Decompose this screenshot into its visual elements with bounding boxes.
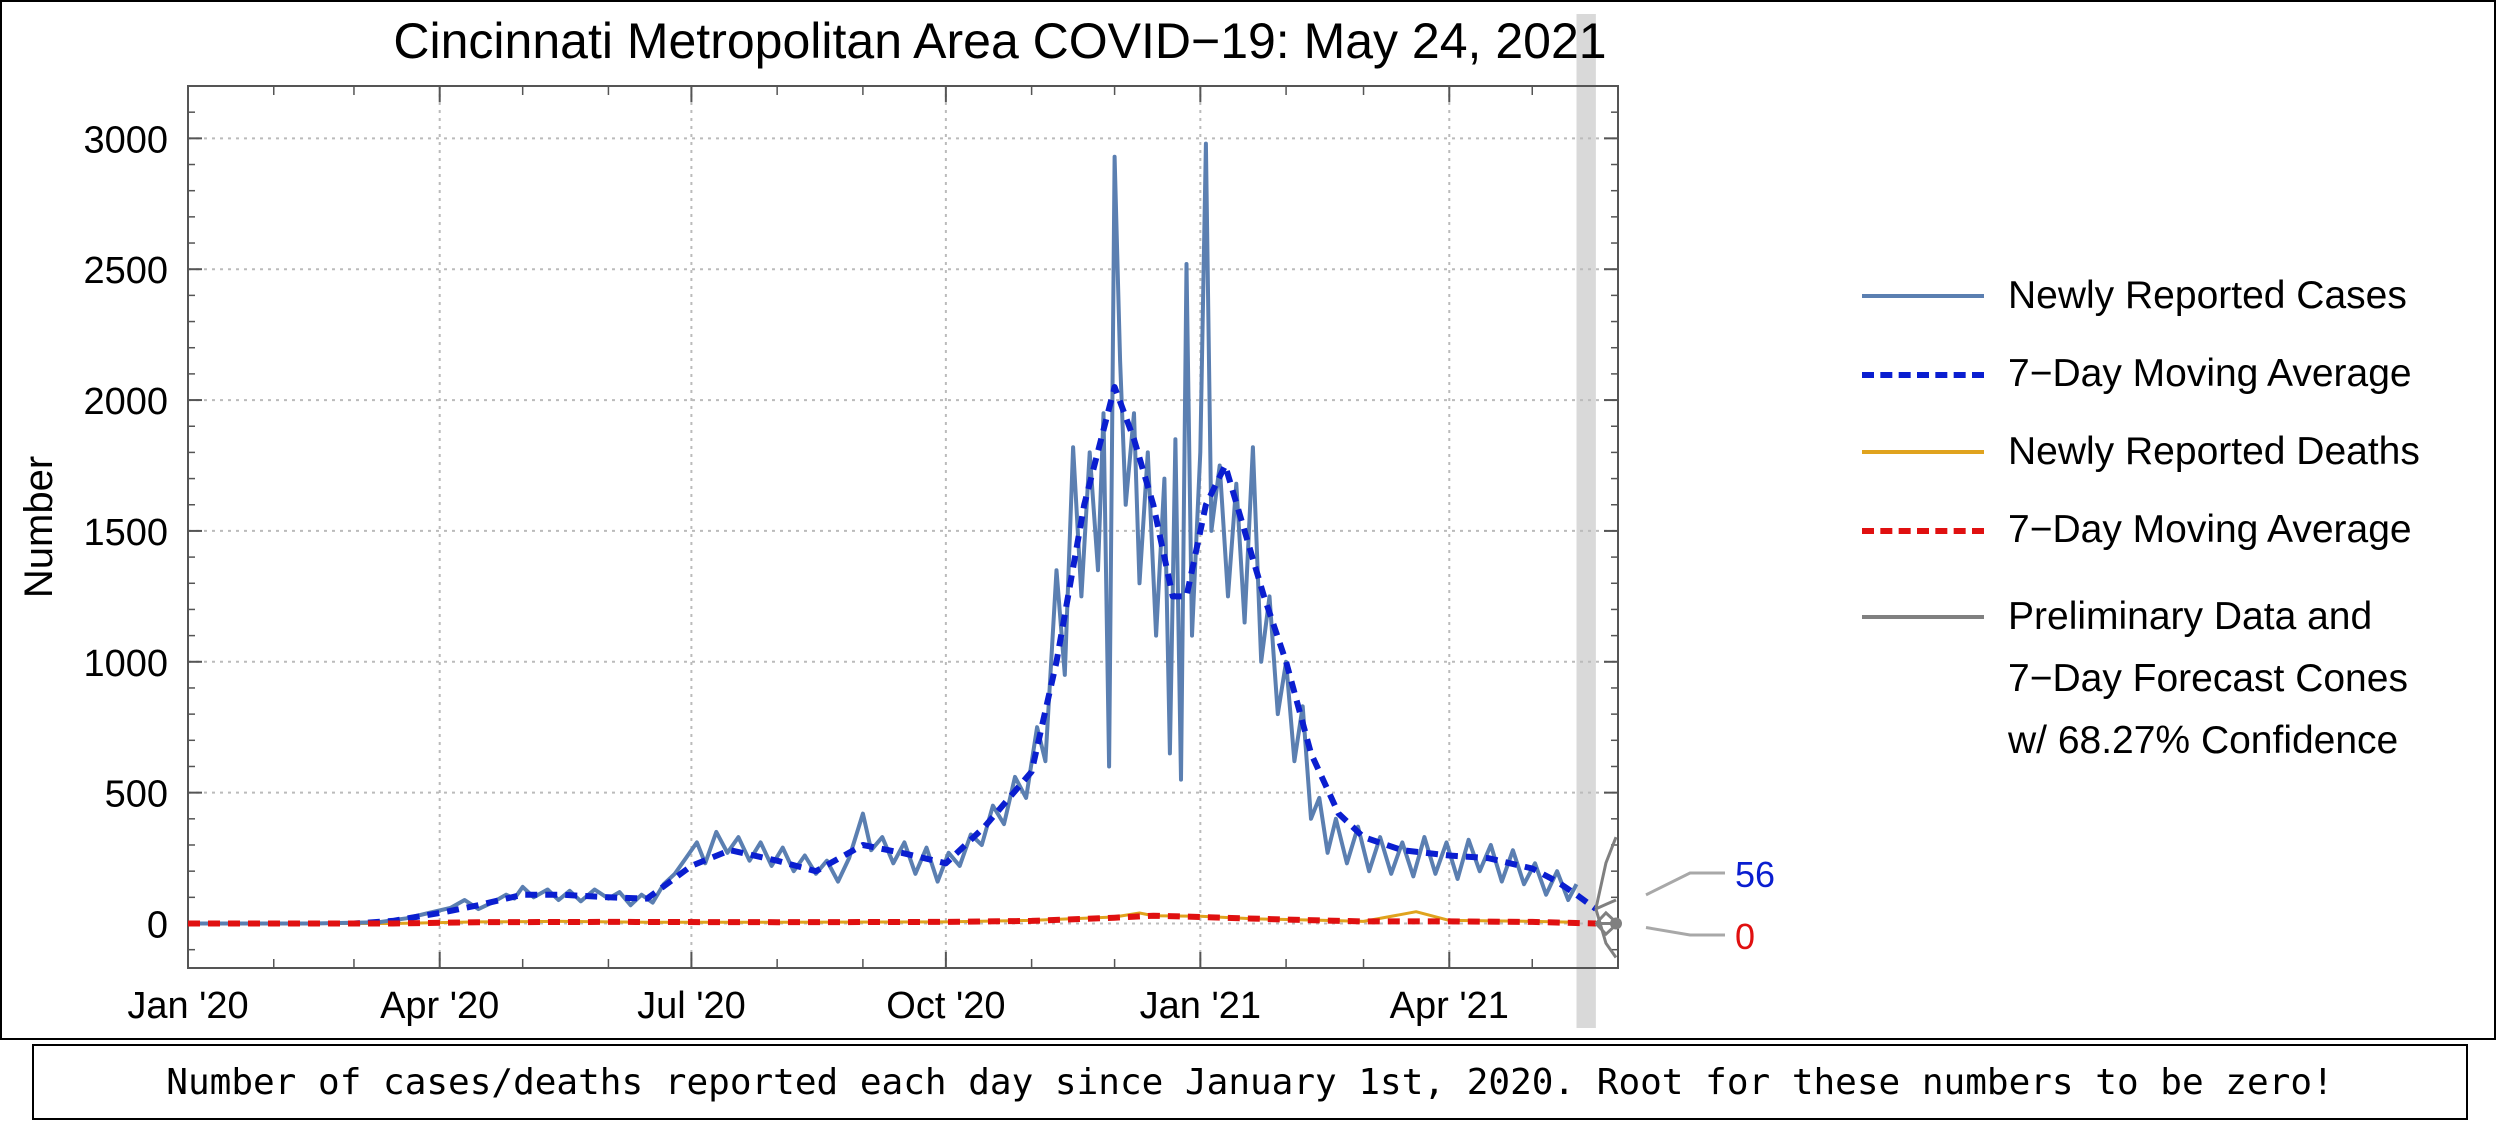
grid (187, 86, 1618, 968)
legend-label: Newly Reported Deaths (2008, 430, 2420, 473)
x-tick-label: Jan '20 (127, 985, 248, 1027)
x-tick-label: Oct '20 (886, 985, 1005, 1027)
y-tick-label: 1500 (83, 512, 168, 554)
plot-frame (187, 85, 1619, 969)
end-label-value: 0 (1735, 916, 1755, 957)
forecast-cone-cases (1595, 898, 1617, 911)
end-label-value: 56 (1735, 854, 1775, 895)
legend-label-continued: w/ 68.27% Confidence (2008, 719, 2399, 762)
forecast-cone-cases (1594, 836, 1618, 910)
y-tick-label: 0 (147, 905, 168, 947)
axis-ticks: 0 500 1000 1500 2000 2500 3000 Jan '20 Apr '20 Ju… (83, 86, 1619, 1027)
legend-label: Preliminary Data and (2008, 595, 2373, 638)
series-line-2 (188, 384, 1598, 927)
y-tick-label: 1000 (83, 643, 168, 685)
y-axis-label: Number (17, 456, 61, 598)
caption: Number of cases/deaths reported each day… (32, 1044, 2468, 1120)
chart: 0 500 1000 1500 2000 2500 3000 Jan '20 Apr '20 Ju… (17, 13, 1775, 1028)
series-line-1 (188, 141, 1579, 926)
preliminary-data-band (1576, 14, 1596, 1028)
legend-swatch (1862, 528, 1984, 534)
legend-label: 7−Day Moving Average (2008, 352, 2412, 395)
series-group (188, 141, 1598, 927)
y-tick-label: 500 (105, 774, 168, 816)
legend-label-continued: 7−Day Forecast Cones (2008, 657, 2408, 700)
end-label-leader (1645, 871, 1725, 897)
series-line-3 (188, 910, 1577, 925)
x-tick-label: Jul '20 (637, 985, 746, 1027)
chart-title: Cincinnati Metropolitan Area COVID−19: M… (393, 13, 1606, 69)
end-label-leader (1645, 926, 1725, 937)
forecast-end-marker (1610, 917, 1622, 930)
legend-swatch (1862, 450, 1984, 454)
end-labels: 56 0 (1645, 854, 1775, 957)
forecast-cones (1594, 836, 1622, 959)
x-tick-label: Apr '20 (380, 985, 499, 1027)
y-tick-label: 2000 (83, 381, 168, 423)
legend-label: 7−Day Moving Average (2008, 508, 2412, 551)
y-tick-label: 3000 (83, 119, 168, 161)
legend-label: Newly Reported Cases (2008, 274, 2407, 317)
chart-frame (0, 0, 2496, 1040)
legend-swatch (1862, 615, 1984, 619)
x-tick-label: Jan '21 (1140, 985, 1261, 1027)
legend-swatch (1862, 372, 1984, 378)
legend-swatch (1862, 294, 1984, 298)
y-tick-label: 2500 (83, 250, 168, 292)
x-tick-label: Apr '21 (1390, 985, 1509, 1027)
series-line-4 (188, 912, 1596, 927)
